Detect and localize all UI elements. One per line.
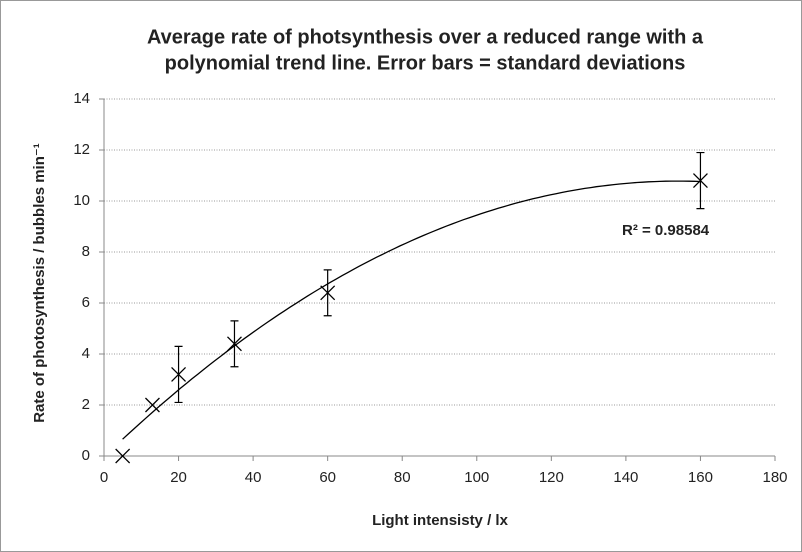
y-tick-label: 6 — [82, 294, 90, 311]
trend-line — [122, 180, 701, 440]
x-tick-label: 20 — [170, 469, 187, 486]
chart-title: polynomial trend line. Error bars = stan… — [165, 52, 686, 74]
y-axis-label: Rate of photosynthesis / bubbles min⁻¹ — [31, 143, 48, 423]
marker — [320, 285, 336, 301]
marker — [145, 397, 160, 413]
y-tick-label: 2 — [82, 396, 90, 413]
x-tick-label: 60 — [319, 469, 336, 486]
x-tick-label: 140 — [613, 469, 638, 486]
x-tick-label: 40 — [245, 469, 262, 486]
y-tick-label: 10 — [73, 192, 90, 209]
y-tick-label: 12 — [73, 141, 90, 158]
y-tick-label: 0 — [82, 447, 90, 464]
y-tick-label: 4 — [82, 345, 90, 362]
y-tick-label: 8 — [82, 243, 90, 260]
x-tick-label: 80 — [394, 469, 411, 486]
x-tick-label: 160 — [688, 469, 713, 486]
x-tick-label: 180 — [762, 469, 787, 486]
x-tick-label: 120 — [539, 469, 564, 486]
y-tick-label: 14 — [73, 90, 90, 107]
x-tick-label: 0 — [100, 469, 108, 486]
marker — [115, 448, 131, 464]
marker — [227, 336, 242, 352]
annotation: R² = 0.98584 — [622, 222, 710, 239]
marker — [171, 366, 187, 382]
x-axis-label: Light intensisty / lx — [372, 512, 509, 529]
chart-title: Average rate of photsynthesis over a red… — [147, 26, 704, 48]
marker — [692, 173, 708, 189]
x-tick-label: 100 — [464, 469, 489, 486]
